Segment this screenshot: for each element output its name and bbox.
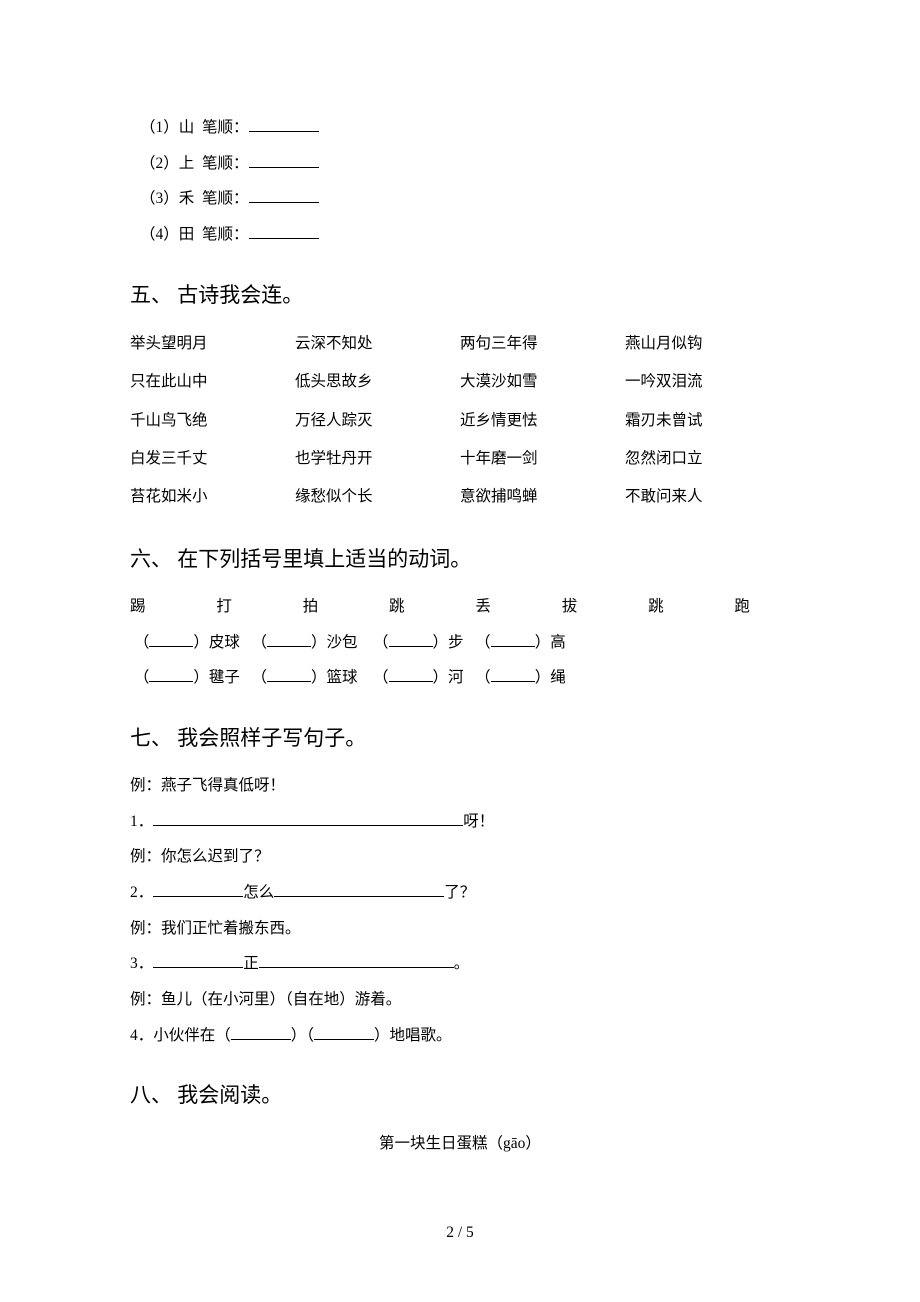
blank-line[interactable] [249,151,319,168]
poem-cell: 白发三千丈 [130,440,295,478]
blank-line[interactable] [491,630,535,647]
example-sentence: 例：你怎么迟到了？ [130,839,790,875]
poem-cell: 霜刃未曾试 [625,402,790,440]
poem-cell: 近乡情更怯 [460,402,625,440]
blank-line[interactable] [389,666,433,683]
verb-word: 丢 [475,589,491,625]
blank-line[interactable] [491,666,535,683]
blank-line[interactable] [149,666,193,683]
blank-line[interactable] [149,630,193,647]
poem-cell: 举头望明月 [130,325,295,363]
verb-word: 跳 [389,589,405,625]
page-number: 2 / 5 [0,1224,920,1242]
stroke-item-2: （2）上 笔顺： [130,146,790,182]
poem-cell: 缘愁似个长 [295,478,460,516]
stroke-item-4: （4）田 笔顺： [130,217,790,253]
poem-cell: 也学牡丹开 [295,440,460,478]
poem-cell: 两句三年得 [460,325,625,363]
poem-row: 白发三千丈也学牡丹开十年磨一剑忽然闭口立 [130,440,790,478]
stroke-num: （1） [140,119,179,136]
poem-cell: 十年磨一剑 [460,440,625,478]
blank-line[interactable] [249,222,319,239]
stroke-num: （3） [140,190,179,207]
stroke-char: 禾 [179,190,195,207]
section8-title: 八、 我会阅读。 [130,1071,790,1119]
poem-cell: 燕山月似钩 [625,325,790,363]
poem-row: 只在此山中低头思故乡大漠沙如雪一吟双泪流 [130,363,790,401]
poem-cell: 不敢问来人 [625,478,790,516]
poem-cell: 苔花如米小 [130,478,295,516]
stroke-char: 山 [179,119,195,136]
stroke-label: 笔顺： [202,190,249,207]
verb-word: 跳 [648,589,664,625]
blank-line[interactable] [267,666,311,683]
sentence-exercises: 例：燕子飞得真低呀！1．呀！例：你怎么迟到了？2．怎么了？例：我们正忙着搬东西。… [130,768,790,1053]
verb-fill-row: （）毽子 （）篮球 （）河 （）绳 [130,660,790,696]
poem-cell: 万径人踪灭 [295,402,460,440]
page: （1）山 笔顺： （2）上 笔顺： （3）禾 笔顺： （4）田 笔顺： 五、 古… [0,0,920,1302]
sentence-q1: 1．呀！ [130,804,790,840]
section6-title: 六、 在下列括号里填上适当的动词。 [130,535,790,583]
verb-word: 拔 [562,589,578,625]
example-sentence: 例：鱼儿（在小河里）（自在地）游着。 [130,982,790,1018]
stroke-char: 田 [179,226,195,243]
stroke-label: 笔顺： [202,226,249,243]
blank-line[interactable] [231,1023,291,1040]
sentence-q2: 2．怎么了？ [130,875,790,911]
stroke-order-block: （1）山 笔顺： （2）上 笔顺： （3）禾 笔顺： （4）田 笔顺： [130,110,790,253]
blank-line[interactable] [314,1023,374,1040]
sentence-q3: 3．正。 [130,946,790,982]
sentence-q4: 4．小伙伴在（）（）地唱歌。 [130,1018,790,1054]
poem-cell: 千山鸟飞绝 [130,402,295,440]
poem-row: 苔花如米小缘愁似个长意欲捕鸣蝉不敢问来人 [130,478,790,516]
verb-fill-rows: （）皮球 （）沙包 （）步 （）高 （）毽子 （）篮球 （）河 （）绳 [130,625,790,696]
blank-line[interactable] [259,952,454,969]
poem-match-table: 举头望明月云深不知处两句三年得燕山月似钩只在此山中低头思故乡大漠沙如雪一吟双泪流… [130,325,790,517]
example-sentence: 例：燕子飞得真低呀！ [130,768,790,804]
poem-cell: 大漠沙如雪 [460,363,625,401]
blank-line[interactable] [153,809,463,826]
poem-cell: 忽然闭口立 [625,440,790,478]
verb-fill-row: （）皮球 （）沙包 （）步 （）高 [130,625,790,661]
verb-word: 拍 [303,589,319,625]
verb-word: 跑 [734,589,750,625]
blank-line[interactable] [389,630,433,647]
stroke-item-3: （3）禾 笔顺： [130,181,790,217]
poem-cell: 只在此山中 [130,363,295,401]
section5-title: 五、 古诗我会连。 [130,271,790,319]
poem-cell: 云深不知处 [295,325,460,363]
stroke-num: （2） [140,155,179,172]
stroke-label: 笔顺： [202,155,249,172]
stroke-item-1: （1）山 笔顺： [130,110,790,146]
poem-cell: 一吟双泪流 [625,363,790,401]
blank-line[interactable] [249,187,319,204]
blank-line[interactable] [153,881,243,898]
blank-line[interactable] [274,881,444,898]
example-sentence: 例：我们正忙着搬东西。 [130,911,790,947]
poem-row: 千山鸟飞绝万径人踪灭近乡情更怯霜刃未曾试 [130,402,790,440]
blank-line[interactable] [267,630,311,647]
stroke-num: （4） [140,226,179,243]
verb-word: 打 [216,589,232,625]
verb-word: 踢 [130,589,146,625]
blank-line[interactable] [249,116,319,133]
section7-title: 七、 我会照样子写句子。 [130,714,790,762]
stroke-char: 上 [179,155,195,172]
blank-line[interactable] [153,952,243,969]
poem-row: 举头望明月云深不知处两句三年得燕山月似钩 [130,325,790,363]
verb-list: 踢打拍跳丢拔跳跑 [130,589,790,625]
poem-cell: 低头思故乡 [295,363,460,401]
reading-subtitle: 第一块生日蛋糕（gāo） [130,1126,790,1162]
stroke-label: 笔顺： [202,119,249,136]
poem-cell: 意欲捕鸣蝉 [460,478,625,516]
